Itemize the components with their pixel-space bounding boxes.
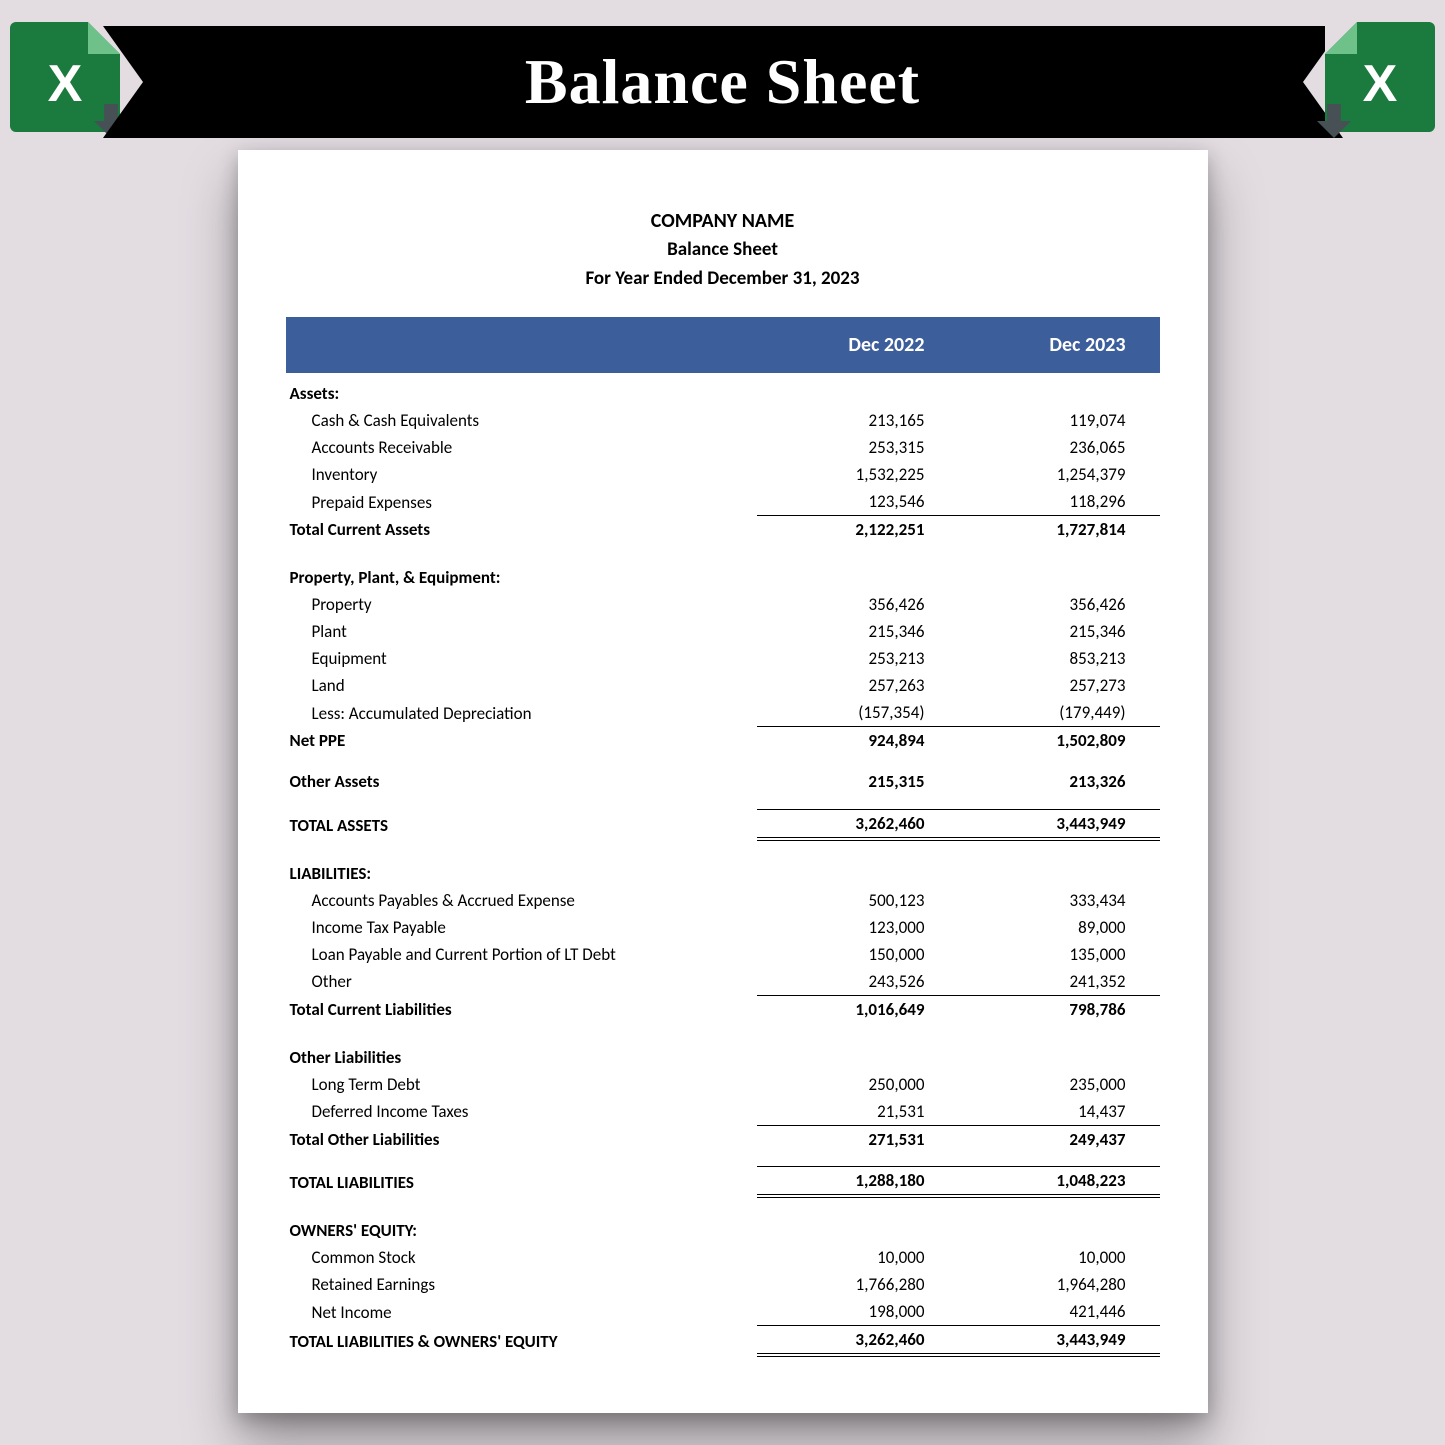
title-ribbon: X Balance Sheet X bbox=[0, 22, 1445, 142]
table-row: Loan Payable and Current Portion of LT D… bbox=[286, 941, 1160, 968]
section-other-liabilities: Other Liabilities bbox=[286, 1037, 1160, 1071]
total-current-assets: Total Current Assets2,122,2511,727,814 bbox=[286, 516, 1160, 544]
ribbon-banner: Balance Sheet bbox=[143, 26, 1303, 138]
table-row: Accounts Payables & Accrued Expense500,1… bbox=[286, 887, 1160, 914]
table-row: Land257,263257,273 bbox=[286, 672, 1160, 699]
table-row: Other243,526241,352 bbox=[286, 968, 1160, 996]
banner-title: Balance Sheet bbox=[525, 45, 920, 119]
table-row: Net Income198,000421,446 bbox=[286, 1298, 1160, 1326]
table-row: Equipment253,213853,213 bbox=[286, 645, 1160, 672]
table-row: Cash & Cash Equivalents213,165119,074 bbox=[286, 407, 1160, 434]
col-blank bbox=[286, 317, 758, 373]
table-row: Common Stock10,00010,000 bbox=[286, 1244, 1160, 1271]
excel-icon: X bbox=[1325, 22, 1435, 132]
table-row: Retained Earnings1,766,2801,964,280 bbox=[286, 1271, 1160, 1298]
col-year-1: Dec 2022 bbox=[757, 317, 958, 373]
table-row: Accounts Receivable253,315236,065 bbox=[286, 434, 1160, 461]
col-year-2: Dec 2023 bbox=[958, 317, 1159, 373]
total-liabilities: TOTAL LIABILITIES1,288,1801,048,223 bbox=[286, 1167, 1160, 1197]
table-row: Income Tax Payable123,00089,000 bbox=[286, 914, 1160, 941]
document-title: Balance Sheet bbox=[286, 236, 1160, 265]
column-header-row: Dec 2022 Dec 2023 bbox=[286, 317, 1160, 373]
table-row: Property356,426356,426 bbox=[286, 591, 1160, 618]
total-other-liabilities: Total Other Liabilities271,531249,437 bbox=[286, 1125, 1160, 1153]
table-row: Long Term Debt250,000235,000 bbox=[286, 1071, 1160, 1098]
section-assets: Assets: bbox=[286, 373, 1160, 407]
balance-sheet-table: Dec 2022 Dec 2023 Assets: Cash & Cash Eq… bbox=[286, 317, 1160, 1357]
total-assets: TOTAL ASSETS3,262,4603,443,949 bbox=[286, 809, 1160, 839]
table-row: Inventory1,532,2251,254,379 bbox=[286, 461, 1160, 488]
company-name: COMPANY NAME bbox=[286, 206, 1160, 236]
other-assets: Other Assets215,315213,326 bbox=[286, 768, 1160, 795]
document-header: COMPANY NAME Balance Sheet For Year Ende… bbox=[286, 206, 1160, 293]
total-current-liabilities: Total Current Liabilities1,016,649798,78… bbox=[286, 995, 1160, 1023]
total-liabilities-equity: TOTAL LIABILITIES & OWNERS' EQUITY3,262,… bbox=[286, 1326, 1160, 1356]
balance-sheet-page: COMPANY NAME Balance Sheet For Year Ende… bbox=[238, 150, 1208, 1413]
period-line: For Year Ended December 31, 2023 bbox=[286, 265, 1160, 294]
section-liabilities: LIABILITIES: bbox=[286, 853, 1160, 887]
section-ppe: Property, Plant, & Equipment: bbox=[286, 557, 1160, 591]
net-ppe: Net PPE924,8941,502,809 bbox=[286, 727, 1160, 755]
table-row: Prepaid Expenses123,546118,296 bbox=[286, 488, 1160, 516]
table-row: Deferred Income Taxes21,53114,437 bbox=[286, 1098, 1160, 1126]
table-row: Plant215,346215,346 bbox=[286, 618, 1160, 645]
section-equity: OWNERS' EQUITY: bbox=[286, 1210, 1160, 1244]
table-row: Less: Accumulated Depreciation(157,354)(… bbox=[286, 699, 1160, 727]
